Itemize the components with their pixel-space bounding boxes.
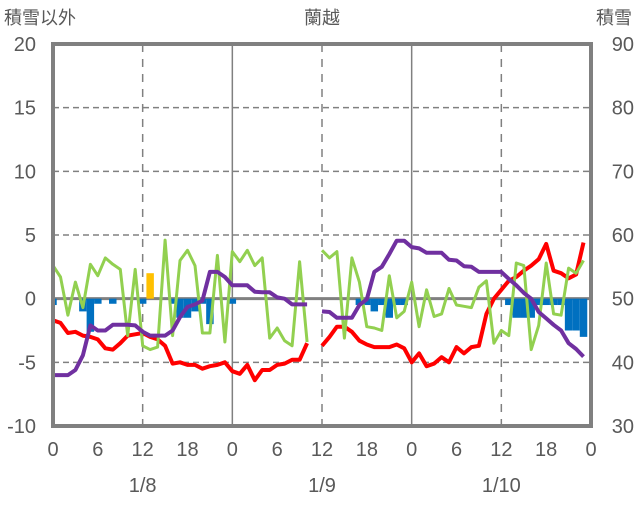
bar [355,298,364,306]
bar [370,298,379,312]
bar [138,298,147,304]
bar [512,298,521,318]
x-tick-label: 18 [535,439,557,461]
y-tick-label-left: 10 [14,161,36,183]
bar [378,298,386,306]
grid [53,44,591,426]
x-tick-label: 12 [132,439,154,461]
y-axis-right: 90 80 70 60 50 40 30 [612,34,634,438]
date-label: 1/9 [308,475,336,497]
y-tick-label-left: 20 [14,34,36,56]
x-tick-label: 18 [176,439,198,461]
y-tick-label-left: 5 [25,225,36,247]
x-tick-label: 6 [272,439,283,461]
bar [505,298,513,306]
y-tick-label-left: 15 [14,98,36,120]
bar [228,298,237,304]
bar [557,298,565,306]
bar [400,298,408,306]
x-tick-label: 6 [451,439,462,461]
bar [542,298,550,306]
x-tick-label: 18 [356,439,378,461]
plot-frame [51,42,593,428]
right-axis-label: 積雪 [596,8,632,28]
bar [363,298,371,306]
x-axis: 0 6 12 18 0 6 12 18 0 6 12 18 0 1/8 1/9 1/10 [47,439,596,497]
x-tick-label: 0 [47,439,58,461]
bar [94,298,102,304]
bar [146,273,154,299]
y-tick-label-left: -5 [18,352,36,374]
y-tick-label-right: 80 [612,98,634,120]
bar [534,298,543,306]
chart-title: 蘭越 [304,8,340,28]
y-tick-label-left: -10 [7,416,36,438]
bar [385,298,393,318]
series-lines [51,238,586,383]
left-axis-label: 積雪以外 [4,8,76,28]
temperature-line [320,241,586,369]
y-axis-left: 20 15 10 5 0 -5 -10 [7,34,36,438]
snow_depth-line [53,269,308,378]
x-tick-label: 12 [311,439,333,461]
snow_depth-line [321,238,585,358]
bar [168,298,177,304]
y-tick-label-right: 60 [612,225,634,247]
x-tick-label: 12 [490,439,512,461]
bar [520,298,528,318]
bar [549,298,558,306]
y-tick-label-right: 70 [612,161,634,183]
bar [392,298,401,306]
bar [579,298,588,337]
bar [527,298,535,318]
x-tick-label: 0 [227,439,238,461]
date-label: 1/10 [482,475,521,497]
x-tick-label: 0 [585,439,596,461]
temperature-line [52,318,309,383]
bar [109,298,117,304]
x-tick-label: 6 [92,439,103,461]
bar [564,298,573,331]
green_series-line [51,238,309,352]
y-tick-label-right: 90 [612,34,634,56]
x-tick-label: 0 [406,439,417,461]
y-tick-label-left: 0 [25,289,36,311]
y-tick-label-right: 40 [612,352,634,374]
bar [206,298,214,325]
bar [176,298,184,318]
date-label: 1/8 [129,475,157,497]
bar [86,298,95,332]
y-tick-label-right: 30 [612,416,634,438]
bar [572,298,580,331]
y-tick-label-right: 50 [612,289,634,311]
